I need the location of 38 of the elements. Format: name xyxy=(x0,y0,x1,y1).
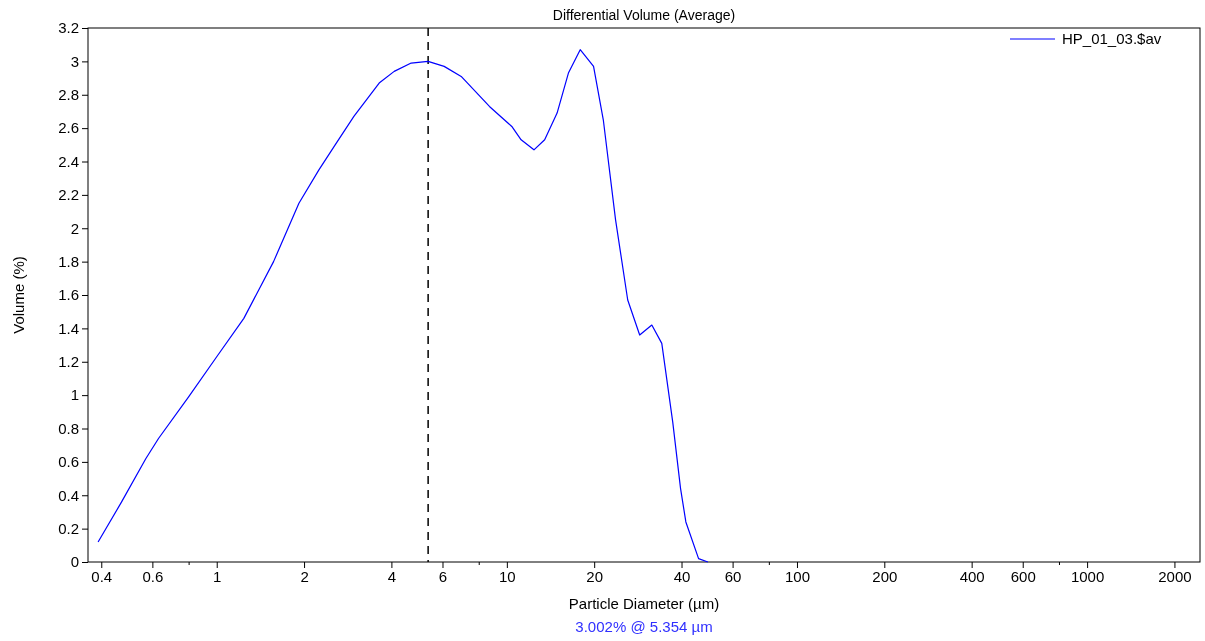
y-tick-label: 0 xyxy=(70,553,79,571)
y-tick-label: 1.2 xyxy=(58,353,79,371)
x-tick-label: 200 xyxy=(872,567,898,585)
y-tick-label: 0.2 xyxy=(58,519,79,537)
x-tick-label: 2000 xyxy=(1158,567,1192,585)
x-tick-label: 60 xyxy=(724,567,742,585)
x-tick-label: 1 xyxy=(213,567,222,585)
y-tick-label: 1.6 xyxy=(58,286,79,304)
y-tick-label: 0.8 xyxy=(58,419,79,437)
x-tick-label: 6 xyxy=(438,567,448,585)
x-tick-label: 10 xyxy=(499,567,516,585)
text: 3.002% @ 5.354 µm xyxy=(575,618,713,635)
y-tick-label: 2.6 xyxy=(58,119,79,137)
y-tick-label: 2.8 xyxy=(58,86,79,104)
x-tick-label: 0.4 xyxy=(91,567,113,585)
y-tick-label: 2.2 xyxy=(58,186,79,204)
x-tick-label: 4 xyxy=(387,567,397,585)
x-tick-label: 600 xyxy=(1010,567,1036,585)
y-tick-label: 1.8 xyxy=(58,252,79,270)
x-tick-label: 100 xyxy=(784,567,810,585)
y-tick-label: 3 xyxy=(70,52,79,70)
y-tick-label: 3.2 xyxy=(58,19,79,37)
y-tick-label: 2 xyxy=(70,219,79,237)
y-tick-label: 1.4 xyxy=(58,319,79,337)
y-axis-title: Volume (%) xyxy=(10,256,27,334)
x-tick-label: 2 xyxy=(300,567,309,585)
x-tick-label: 1000 xyxy=(1070,567,1105,585)
x-tick-label: 0.6 xyxy=(142,567,164,585)
x-tick-label: 40 xyxy=(673,567,691,585)
x-tick-label: 20 xyxy=(586,567,604,585)
y-tick-label: 1 xyxy=(70,386,79,404)
legend-label: HP_01_03.$av xyxy=(1062,30,1162,47)
y-tick-label: 0.6 xyxy=(58,453,79,471)
y-tick-label: 0.4 xyxy=(58,486,79,504)
chart-title: Differential Volume (Average) xyxy=(552,7,736,23)
y-tick-label: 2.4 xyxy=(58,152,79,170)
x-tick-label: 400 xyxy=(959,567,985,585)
x-axis-title: Particle Diameter (µm) xyxy=(568,595,720,612)
